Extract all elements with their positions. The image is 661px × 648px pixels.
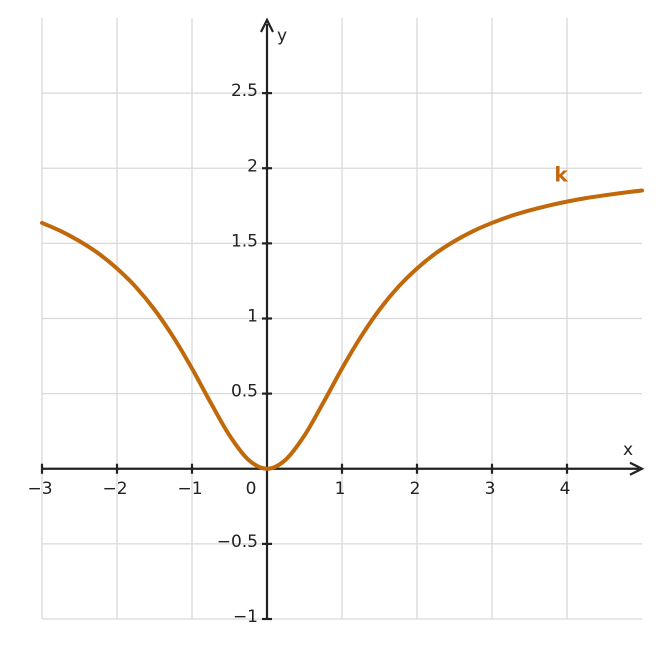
x-tick-label: −3 [27,479,52,499]
function-curve [40,188,644,471]
x-axis-arrow [629,461,645,476]
y-tick-label: 1 [247,307,258,327]
x-tick-label: 3 [485,479,496,499]
x-tick-label: 0 [246,479,257,499]
y-tick-label: 2 [247,156,258,176]
y-tick-label: 2.5 [231,81,258,101]
x-tick-label: 2 [410,479,421,499]
y-tick-label: 1.5 [231,231,258,251]
y-tick-label: 0.5 [231,382,258,402]
y-axis-label: y [277,26,287,46]
x-tick-label: −2 [102,479,127,499]
y-axis-arrow [260,17,274,33]
curve-label: k [554,163,568,187]
y-tick-label: −0.5 [217,532,258,552]
x-axis-label: x [623,440,633,460]
x-tick-label: 1 [335,479,346,499]
x-tick-label: −1 [177,479,202,499]
y-tick-label: −1 [233,607,258,627]
x-tick-label: 4 [560,479,571,499]
